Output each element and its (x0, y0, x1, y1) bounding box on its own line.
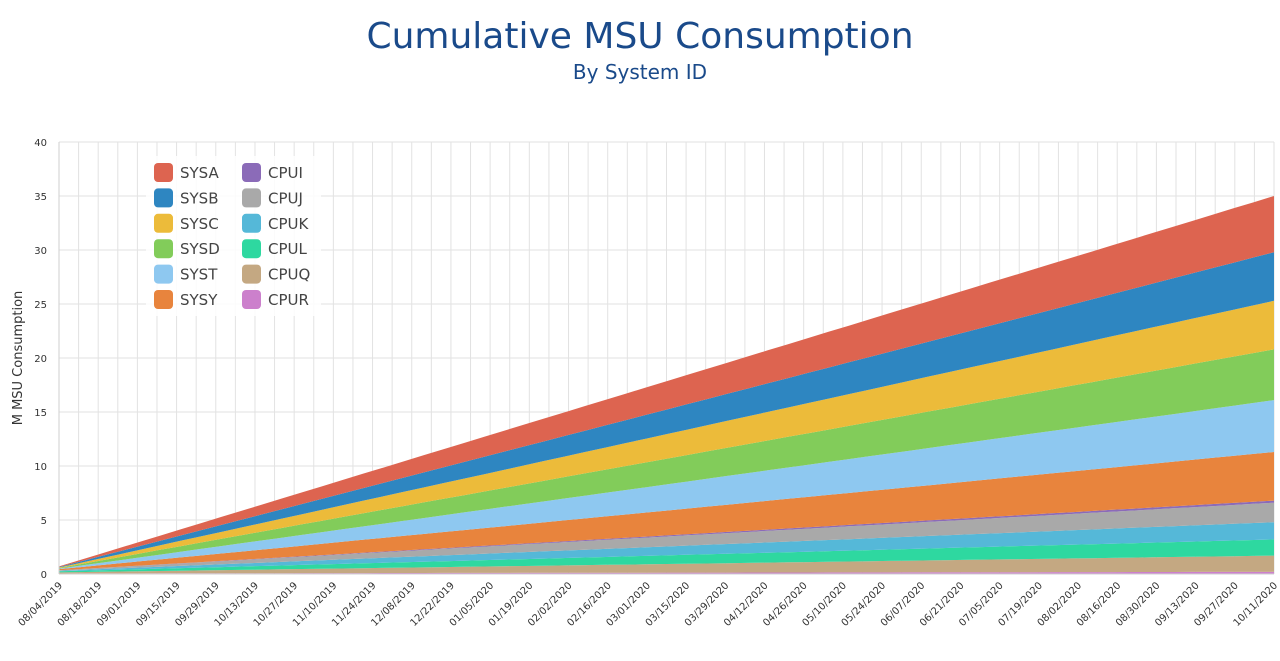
legend-label: SYSB (180, 189, 219, 207)
y-tick-label: 25 (34, 300, 47, 311)
legend-label: SYSY (180, 291, 218, 309)
legend-label: SYST (180, 266, 218, 284)
area-series-cpuk (59, 522, 1274, 572)
legend-item-cpui[interactable]: CPUI (242, 163, 303, 182)
y-tick-label: 40 (34, 138, 47, 149)
y-tick-label: 20 (34, 354, 47, 365)
legend-item-sysd[interactable]: SYSD (154, 239, 220, 259)
legend-swatch (242, 264, 261, 284)
legend-swatch (154, 163, 173, 182)
legend-background (146, 156, 321, 316)
legend-label: SYSD (180, 240, 220, 258)
legend-item-sysa[interactable]: SYSA (154, 163, 219, 182)
legend-item-sysy[interactable]: SYSY (154, 290, 218, 309)
legend-swatch (242, 290, 261, 309)
chart-title: Cumulative MSU Consumption (366, 16, 914, 57)
legend-swatch (242, 239, 261, 259)
chart-subtitle: By System ID (572, 60, 708, 84)
legend-label: CPUR (268, 291, 309, 309)
legend-item-cpuq[interactable]: CPUQ (242, 264, 310, 284)
y-tick-label: 15 (34, 408, 47, 419)
y-axis-label: M MSU Consumption (11, 291, 26, 426)
area-series-cpuq (59, 555, 1274, 574)
y-tick-label: 10 (34, 462, 47, 473)
legend-swatch (154, 264, 173, 284)
stacked-areas (59, 196, 1274, 574)
legend-label: CPUQ (268, 266, 310, 284)
legend[interactable]: SYSA SYSB SYSC SYSD SYST SYSY CPUI CPUJ CPUK CPUL… (146, 156, 321, 316)
legend-item-syst[interactable]: SYST (154, 264, 218, 284)
legend-label: CPUJ (268, 189, 303, 207)
area-series-sysa (59, 196, 1274, 567)
legend-label: SYSA (180, 164, 219, 182)
area-series-syst (59, 400, 1274, 570)
legend-item-sysb[interactable]: SYSB (154, 188, 219, 208)
legend-item-cpul[interactable]: CPUL (242, 239, 307, 259)
y-tick-label: 35 (34, 192, 47, 203)
area-series-cpur (59, 571, 1274, 574)
legend-swatch (154, 188, 173, 208)
legend-label: CPUK (268, 215, 309, 233)
legend-item-cpuj[interactable]: CPUJ (242, 188, 303, 208)
legend-label: CPUL (268, 240, 307, 258)
legend-swatch (154, 290, 173, 309)
area-series-cpul (59, 539, 1274, 573)
legend-item-cpur[interactable]: CPUR (242, 290, 309, 309)
legend-swatch (154, 213, 173, 233)
legend-swatch (242, 188, 261, 208)
area-series-sysc (59, 300, 1274, 569)
y-tick-label: 30 (34, 246, 47, 257)
legend-label: SYSC (180, 215, 219, 233)
area-series-cpuj (59, 502, 1274, 571)
legend-swatch (242, 213, 261, 233)
area-series-sysb (59, 252, 1274, 568)
legend-label: CPUI (268, 164, 303, 182)
legend-item-sysc[interactable]: SYSC (154, 213, 219, 233)
y-tick-label: 5 (41, 516, 47, 527)
y-tick-label: 0 (41, 570, 47, 581)
legend-swatch (154, 239, 173, 259)
legend-swatch (242, 163, 261, 182)
area-series-sysd (59, 349, 1274, 569)
legend-item-cpuk[interactable]: CPUK (242, 213, 309, 233)
area-series-sysy (59, 452, 1274, 571)
